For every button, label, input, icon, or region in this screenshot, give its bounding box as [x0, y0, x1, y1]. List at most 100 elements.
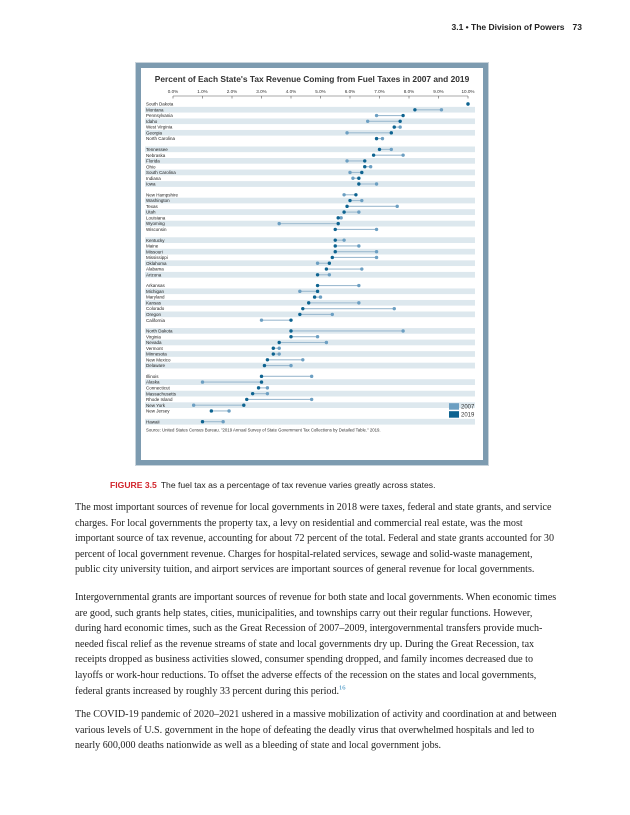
dot-2019	[256, 386, 261, 390]
running-head: 3.1 • The Division of Powers 73	[451, 22, 582, 32]
state-label: Arkansas	[146, 283, 166, 288]
row-band	[145, 124, 475, 130]
dot-2019	[301, 306, 305, 311]
row-band	[145, 152, 475, 159]
state-label: North Dakota	[146, 329, 173, 334]
state-label: New York	[146, 403, 166, 408]
state-label: Virginia	[146, 334, 161, 339]
dot-2007	[395, 204, 399, 209]
x-axis-tick-label: 6.0%	[345, 89, 355, 94]
dot-2019	[312, 295, 317, 299]
row-band	[145, 175, 475, 182]
dot-2007	[342, 238, 346, 242]
row-band	[145, 418, 475, 425]
dot-2007	[221, 420, 225, 424]
state-label: Colorado	[146, 306, 165, 311]
state-label: Massachusetts	[146, 391, 177, 396]
state-label: Indiana	[146, 176, 161, 181]
dot-2007	[368, 165, 373, 169]
x-axis-tick-label: 7.0%	[374, 89, 384, 94]
dot-2007	[309, 397, 314, 402]
dot-2007	[389, 147, 393, 152]
state-label: South Dakota	[146, 102, 174, 107]
dot-2007	[259, 318, 264, 322]
state-label: Oregon	[146, 312, 162, 317]
dot-2019	[271, 352, 275, 356]
x-axis-tick-label: 8.0%	[404, 89, 414, 94]
chart-panel: Percent of Each State's Tax Revenue Comi…	[141, 68, 483, 460]
x-axis-tick-label: 0.0%	[168, 89, 178, 94]
row-band	[145, 356, 475, 363]
row-band	[145, 260, 475, 267]
state-label: Mississippi	[146, 255, 168, 260]
endnote-link-16[interactable]: 16	[339, 684, 346, 692]
state-label: Idaho	[146, 119, 158, 124]
x-axis-tick-label: 4.0%	[286, 89, 296, 94]
dot-2019	[307, 301, 311, 305]
dot-2007	[298, 289, 302, 294]
row-band	[145, 191, 475, 198]
dot-2019	[315, 289, 320, 294]
paragraph-2-text: Intergovernmental grants are important s…	[75, 592, 557, 697]
dot-2019	[345, 204, 349, 209]
state-label: New Hampshire	[146, 192, 179, 197]
dot-2019	[371, 153, 376, 157]
dot-2019	[348, 198, 352, 203]
state-label: Nebraska	[146, 153, 166, 158]
row-band	[145, 135, 475, 142]
state-label: Florida	[146, 159, 160, 164]
state-label: Tennessee	[146, 147, 168, 152]
legend-label: 2007	[461, 405, 475, 411]
legend-label: 2019	[461, 413, 475, 419]
section-title: 3.1 • The Division of Powers	[451, 22, 565, 32]
dot-2007	[277, 346, 281, 350]
state-label: Georgia	[146, 130, 163, 135]
dot-2007	[200, 380, 205, 384]
state-label: California	[146, 318, 166, 323]
dot-2019	[354, 193, 358, 197]
row-band	[145, 146, 475, 153]
dot-2019	[277, 340, 281, 345]
dot-2007	[374, 255, 379, 260]
dot-2019	[298, 312, 302, 317]
state-label: Wisconsin	[146, 227, 167, 232]
dot-2007	[374, 227, 379, 232]
dot-2007	[357, 210, 361, 214]
dot-2019	[377, 147, 382, 152]
row-band	[145, 282, 475, 289]
dot-2019	[398, 119, 402, 124]
row-band	[145, 243, 475, 249]
dot-2007	[374, 182, 379, 186]
row-band	[145, 181, 475, 187]
x-axis-tick-label: 5.0%	[315, 89, 325, 94]
row-band	[145, 101, 475, 107]
dot-2007	[277, 352, 281, 356]
dot-2007	[351, 176, 355, 180]
row-band	[145, 118, 475, 125]
dot-2007	[315, 261, 320, 265]
legend-swatch	[449, 403, 459, 410]
dot-2019	[289, 318, 293, 322]
dot-2019	[357, 182, 361, 186]
state-label: Kentucky	[146, 238, 165, 243]
state-label: Texas	[146, 204, 159, 209]
dot-2019	[389, 131, 393, 135]
dot-2019	[466, 102, 470, 106]
dot-2019	[336, 216, 340, 220]
dot-2007	[374, 113, 379, 118]
row-band	[145, 129, 475, 136]
paragraph-3: The COVID-19 pandemic of 2020–2021 usher…	[75, 709, 557, 752]
row-band	[145, 214, 475, 221]
dot-2007	[315, 335, 320, 339]
dot-2007	[318, 295, 323, 299]
row-band	[145, 226, 475, 233]
figure-label: FIGURE 3.5	[110, 480, 157, 490]
row-band	[145, 158, 475, 164]
dot-2007	[301, 358, 305, 362]
dot-2019	[333, 244, 337, 248]
state-label: Connecticut	[146, 385, 171, 390]
dot-2007	[357, 301, 361, 305]
state-label: Montana	[146, 107, 164, 112]
state-label: Washington	[146, 198, 170, 203]
dot-2007	[342, 193, 346, 197]
